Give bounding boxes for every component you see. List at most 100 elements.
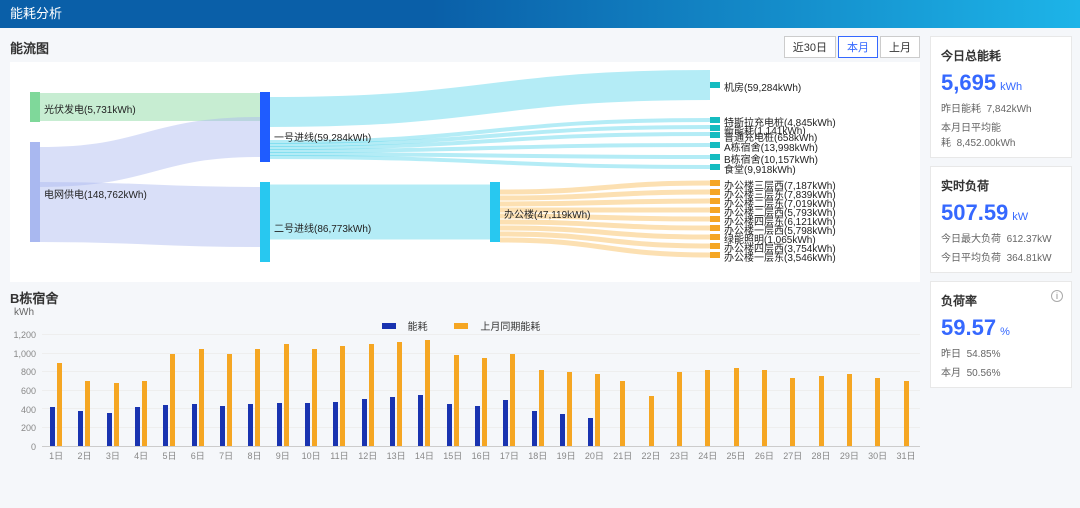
- sankey-node: [710, 198, 720, 204]
- bar-series2: [705, 370, 710, 446]
- energy-sub1: 昨日能耗 7,842kWh: [941, 100, 1061, 115]
- rate-sub2: 本月 50.56%: [941, 364, 1061, 379]
- x-tick: 31日: [892, 449, 920, 465]
- load-value: 507.59kW: [941, 200, 1061, 226]
- bar-day-group: [779, 335, 807, 446]
- x-tick: 1日: [42, 449, 70, 465]
- bar-day-group: [155, 335, 183, 446]
- bar-day-group: [127, 335, 155, 446]
- bar-series1: [163, 405, 168, 446]
- sankey-label: 办公楼一层东(3,546kWh): [724, 249, 836, 264]
- bar-series2: [85, 381, 90, 446]
- bar-day-group: [269, 335, 297, 446]
- bar-series2: [340, 346, 345, 446]
- bar-series2: [567, 372, 572, 446]
- sankey-title: 能流图: [10, 38, 49, 57]
- bar-series2: [114, 383, 119, 446]
- bar-series1: [560, 414, 565, 446]
- period-tab-2[interactable]: 上月: [880, 36, 920, 58]
- legend-item-1: 能耗: [382, 318, 436, 333]
- card-realtime-load: 实时负荷 507.59kW 今日最大负荷 612.37kW 今日平均负荷 364…: [930, 166, 1072, 273]
- bar-series2: [734, 368, 739, 446]
- bar-day-group: [637, 335, 665, 446]
- bar-day-group: [439, 335, 467, 446]
- x-tick: 19日: [552, 449, 580, 465]
- info-icon[interactable]: i: [1051, 290, 1063, 302]
- bar-series2: [649, 396, 654, 446]
- sankey-node: [710, 207, 720, 213]
- sankey-node: [710, 189, 720, 195]
- bar-series1: [220, 406, 225, 446]
- bar-unit: kWh: [14, 307, 920, 318]
- x-tick: 14日: [410, 449, 438, 465]
- bar-series1: [107, 413, 112, 446]
- bar-series2: [847, 374, 852, 446]
- bar-day-group: [580, 335, 608, 446]
- bar-series2: [397, 342, 402, 446]
- x-tick: 18日: [524, 449, 552, 465]
- period-tab-1[interactable]: 本月: [838, 36, 878, 58]
- bar-series2: [539, 370, 544, 446]
- sankey-node: [710, 225, 720, 231]
- energy-sub2: 本月日平均能耗 8,452.00kWh: [941, 119, 1061, 149]
- sankey-node: [710, 125, 720, 131]
- bar-legend: 能耗 上月同期能耗: [10, 318, 920, 333]
- sankey-node: [710, 142, 720, 148]
- bar-series1: [362, 399, 367, 446]
- bar-series2: [875, 378, 880, 446]
- legend-item-2: 上月同期能耗: [454, 318, 548, 333]
- sankey-label: 光伏发电(5,731kWh): [44, 101, 136, 116]
- bar-series1: [277, 403, 282, 446]
- sankey-node: [710, 132, 720, 138]
- x-tick: 8日: [240, 449, 268, 465]
- left-column: 能流图 近30日本月上月 光伏发电(5,731kWh)电网供电(148,762k…: [0, 28, 930, 508]
- bar-series2: [312, 349, 317, 446]
- right-column: 今日总能耗 5,695kWh 昨日能耗 7,842kWh 本月日平均能耗 8,4…: [930, 28, 1080, 508]
- x-tick: 12日: [354, 449, 382, 465]
- x-tick: 2日: [70, 449, 98, 465]
- sankey-node: [710, 216, 720, 222]
- bar-day-group: [750, 335, 778, 446]
- bar-series1: [192, 404, 197, 446]
- card-title: 负荷率: [941, 292, 1061, 309]
- bar-day-group: [665, 335, 693, 446]
- x-tick: 4日: [127, 449, 155, 465]
- x-tick: 10日: [297, 449, 325, 465]
- bar-series1: [588, 418, 593, 446]
- x-tick: 11日: [325, 449, 353, 465]
- bar-day-group: [184, 335, 212, 446]
- card-load-rate: i 负荷率 59.57% 昨日 54.85% 本月 50.56%: [930, 281, 1072, 388]
- main-layout: 能流图 近30日本月上月 光伏发电(5,731kWh)电网供电(148,762k…: [0, 28, 1080, 508]
- bar-day-group: [892, 335, 920, 446]
- x-tick: 13日: [382, 449, 410, 465]
- sankey-node: [710, 117, 720, 123]
- bar-day-group: [410, 335, 438, 446]
- x-tick: 7日: [212, 449, 240, 465]
- sankey-label: 一号进线(59,284kWh): [274, 129, 371, 144]
- bar-series1: [333, 402, 338, 446]
- bar-series1: [503, 400, 508, 446]
- x-tick: 28日: [807, 449, 835, 465]
- bar-day-group: [524, 335, 552, 446]
- bar-title: B栋宿舍: [10, 291, 58, 306]
- x-tick: 16日: [467, 449, 495, 465]
- bar-series2: [199, 349, 204, 446]
- period-tab-0[interactable]: 近30日: [784, 36, 836, 58]
- sankey-label: 二号进线(86,773kWh): [274, 220, 371, 235]
- bar-series2: [425, 340, 430, 446]
- y-axis: 02004006008001,0001,200: [10, 335, 40, 447]
- bar-section: B栋宿舍 kWh 能耗 上月同期能耗 02004006008001,0001,2…: [10, 288, 920, 465]
- x-tick: 24日: [694, 449, 722, 465]
- bar-series2: [762, 370, 767, 446]
- x-tick: 9日: [269, 449, 297, 465]
- card-title: 今日总能耗: [941, 47, 1061, 64]
- x-tick: 27日: [779, 449, 807, 465]
- sankey-label: 机房(59,284kWh): [724, 79, 801, 94]
- sankey-node: [260, 92, 270, 162]
- bar-day-group: [864, 335, 892, 446]
- sankey-node: [710, 234, 720, 240]
- load-sub1: 今日最大负荷 612.37kW: [941, 230, 1061, 245]
- bar-series2: [620, 381, 625, 446]
- bar-series2: [819, 376, 824, 446]
- bar-day-group: [297, 335, 325, 446]
